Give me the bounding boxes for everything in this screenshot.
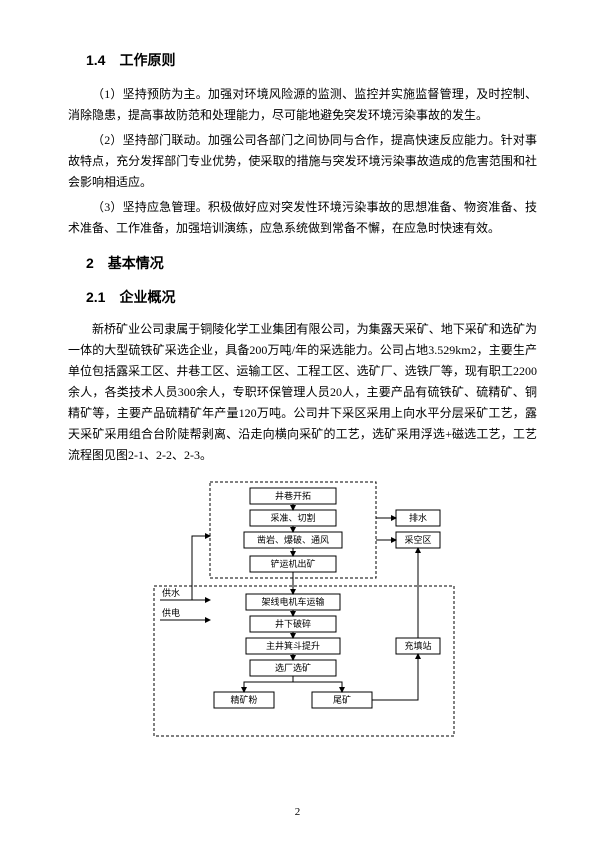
heading-1-4: 1.4 工作原则 bbox=[86, 50, 537, 70]
page-number: 2 bbox=[0, 806, 595, 818]
svg-text:主井箕斗提升: 主井箕斗提升 bbox=[265, 640, 319, 651]
svg-text:供电: 供电 bbox=[162, 607, 180, 618]
svg-text:供水: 供水 bbox=[162, 587, 180, 598]
para-1: （1）坚持预防为主。加强对环境风险源的监测、监控并实施监督管理，及时控制、消除隐… bbox=[68, 84, 537, 126]
para-3: （3）坚持应急管理。积极做好应对突发性环境污染事故的思想准备、物资准备、技术准备… bbox=[68, 197, 537, 239]
svg-text:井下破碎: 井下破碎 bbox=[274, 618, 310, 629]
svg-text:尾矿: 尾矿 bbox=[332, 694, 350, 705]
svg-text:选厂选矿: 选厂选矿 bbox=[274, 662, 310, 673]
heading-2: 2 基本情况 bbox=[86, 253, 537, 273]
flowchart-2-1: 井巷开拓 采准、切割 凿岩、爆破、通风 铲运机出矿 架线电机车运输 井下破碎 主… bbox=[68, 476, 537, 741]
svg-text:井巷开拓: 井巷开拓 bbox=[274, 490, 310, 501]
svg-text:铲运机出矿: 铲运机出矿 bbox=[270, 558, 315, 569]
svg-text:采准、切割: 采准、切割 bbox=[270, 512, 315, 523]
para-4: 新桥矿业公司隶属于铜陵化学工业集团有限公司，为集露天采矿、地下采矿和选矿为一体的… bbox=[68, 319, 537, 466]
svg-text:排水: 排水 bbox=[408, 512, 426, 523]
svg-text:凿岩、爆破、通风: 凿岩、爆破、通风 bbox=[256, 534, 328, 545]
svg-text:精矿粉: 精矿粉 bbox=[230, 694, 257, 705]
svg-text:充填站: 充填站 bbox=[404, 640, 431, 651]
para-2: （2）坚持部门联动。加强公司各部门之间协同与合作，提高快速反应能力。针对事故特点… bbox=[68, 130, 537, 193]
heading-2-1: 2.1 企业概况 bbox=[86, 287, 537, 307]
svg-text:采空区: 采空区 bbox=[404, 534, 431, 545]
svg-text:架线电机车运输: 架线电机车运输 bbox=[261, 596, 324, 607]
